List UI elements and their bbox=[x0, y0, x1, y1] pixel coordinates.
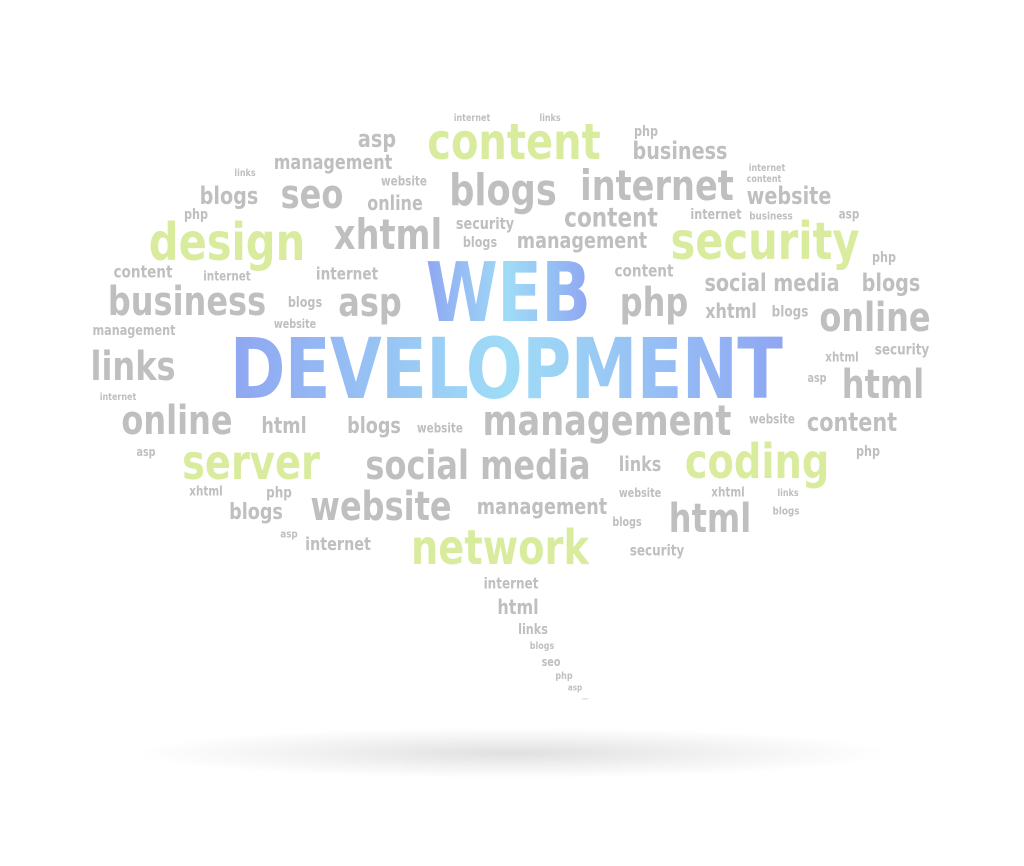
speech-bubble-word-cloud: WEB DEVELOPMENT internet links asp conte… bbox=[90, 113, 931, 702]
word-cloud-canvas: WEB DEVELOPMENT internet links asp conte… bbox=[90, 113, 931, 778]
